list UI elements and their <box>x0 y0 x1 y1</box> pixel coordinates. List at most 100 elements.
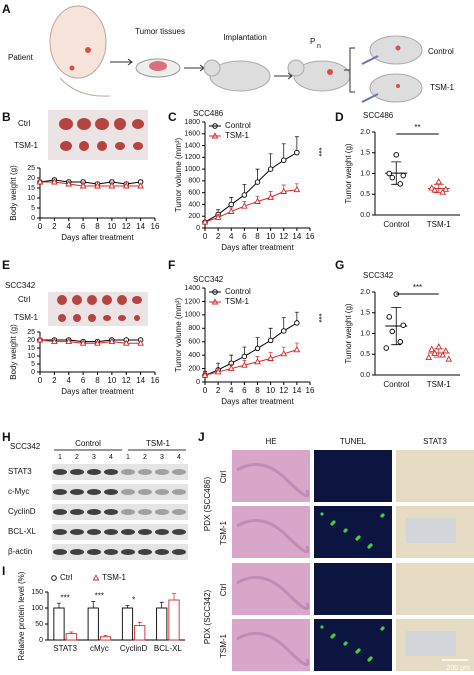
arrow <box>184 64 205 72</box>
marker <box>241 192 248 198</box>
bar <box>156 607 168 641</box>
x-tick-label: CyclinD <box>120 644 148 653</box>
bar <box>65 633 77 641</box>
x-tick-label: 4 <box>67 222 72 231</box>
column-label: HE <box>265 437 276 446</box>
y-tick-label: 0.0 <box>360 372 370 379</box>
bar <box>168 599 180 641</box>
x-tick-label: 10 <box>266 386 275 395</box>
y-tick-label: 0 <box>31 369 35 376</box>
bar <box>53 607 65 641</box>
error-bar <box>69 631 74 634</box>
micrograph <box>232 506 310 558</box>
panel-label: I <box>2 564 5 578</box>
arrow <box>110 58 133 66</box>
row-label: TSM-1 <box>14 313 39 322</box>
x-tick-label: 6 <box>81 376 86 385</box>
marker <box>254 179 261 185</box>
y-tick-label: 0 <box>196 225 200 232</box>
stain-area <box>406 518 456 543</box>
x-tick-label: 12 <box>122 376 131 385</box>
error-bar <box>125 605 130 608</box>
y-tick-label: 20 <box>27 337 35 344</box>
bracket <box>344 47 355 93</box>
tunel-signal <box>330 522 334 526</box>
error-bar <box>172 593 177 600</box>
x-tick-label: 8 <box>255 232 260 241</box>
band <box>172 529 186 535</box>
significance: *** <box>314 147 323 156</box>
x-tick-label: 8 <box>95 222 100 231</box>
marker <box>79 182 87 189</box>
marker <box>280 187 288 194</box>
y-tick-label: 0 <box>196 379 200 386</box>
x-tick-label: 2 <box>216 232 221 241</box>
bar <box>87 607 99 641</box>
blot-strip <box>52 504 188 520</box>
band <box>155 529 169 535</box>
band <box>121 489 135 495</box>
marker <box>397 181 404 187</box>
y-tick-label: 600 <box>188 339 200 346</box>
band <box>172 469 186 475</box>
x-tick-label: 10 <box>107 222 116 231</box>
legend-marker <box>51 575 57 581</box>
y-tick-label: 5 <box>31 361 35 368</box>
significance: * <box>132 596 135 605</box>
photo-title: SCC342 <box>5 281 36 290</box>
legend-label: TSM-1 <box>225 131 250 140</box>
group-label: Control <box>75 439 101 448</box>
band <box>87 509 101 515</box>
micrograph <box>314 619 392 671</box>
y-tick-label: 15 <box>27 345 35 352</box>
y-tick-label: 1.5 <box>360 310 370 317</box>
band <box>121 549 135 555</box>
panel-label: J <box>198 430 205 444</box>
band <box>87 529 101 535</box>
group-label: PDX (SCC486) <box>203 477 212 532</box>
y-tick-label: 1000 <box>184 166 200 173</box>
tunel-signal <box>380 627 384 631</box>
marker <box>280 350 288 357</box>
x-tick-label: 2 <box>52 222 57 231</box>
row-label: Ctrl <box>18 119 31 128</box>
x-tick-label: TSM-1 <box>427 380 452 389</box>
y-tick-label: 0.5 <box>360 351 370 358</box>
tunel-signal <box>367 545 371 549</box>
panel-label: A <box>2 2 11 16</box>
band <box>155 509 169 515</box>
blot-strip <box>52 544 188 560</box>
x-tick-label: 14 <box>136 222 145 231</box>
legend-label: Control <box>225 287 251 296</box>
legend-label: TSM-1 <box>102 573 127 582</box>
tunel-signal <box>367 658 371 662</box>
band <box>121 529 135 535</box>
lane-label: 3 <box>92 454 96 461</box>
arrow <box>274 72 293 80</box>
blot-strip <box>52 524 188 540</box>
mouse-head <box>287 59 305 77</box>
legend-label: Control <box>225 121 251 130</box>
x-tick-label: 8 <box>95 376 100 385</box>
tissue <box>149 61 167 71</box>
y-tick-label: 1.0 <box>360 170 370 177</box>
x-tick-label: 10 <box>266 232 275 241</box>
band <box>70 509 84 515</box>
label: n <box>317 43 321 50</box>
column-label: TUNEL <box>340 437 367 446</box>
marker <box>122 182 130 189</box>
tunel-signal <box>320 512 324 516</box>
x-tick-label: STAT3 <box>53 644 77 653</box>
micrograph <box>396 563 474 615</box>
marker <box>386 170 393 177</box>
band <box>138 509 152 515</box>
marker <box>51 337 58 345</box>
x-tick-label: 12 <box>122 222 131 231</box>
y-tick-label: 10 <box>27 195 35 202</box>
micrograph <box>396 450 474 502</box>
y-tick-label: 1200 <box>184 154 200 161</box>
mouse <box>369 73 423 103</box>
marker <box>442 185 450 192</box>
x-tick-label: 0 <box>203 232 208 241</box>
marker <box>294 320 300 326</box>
